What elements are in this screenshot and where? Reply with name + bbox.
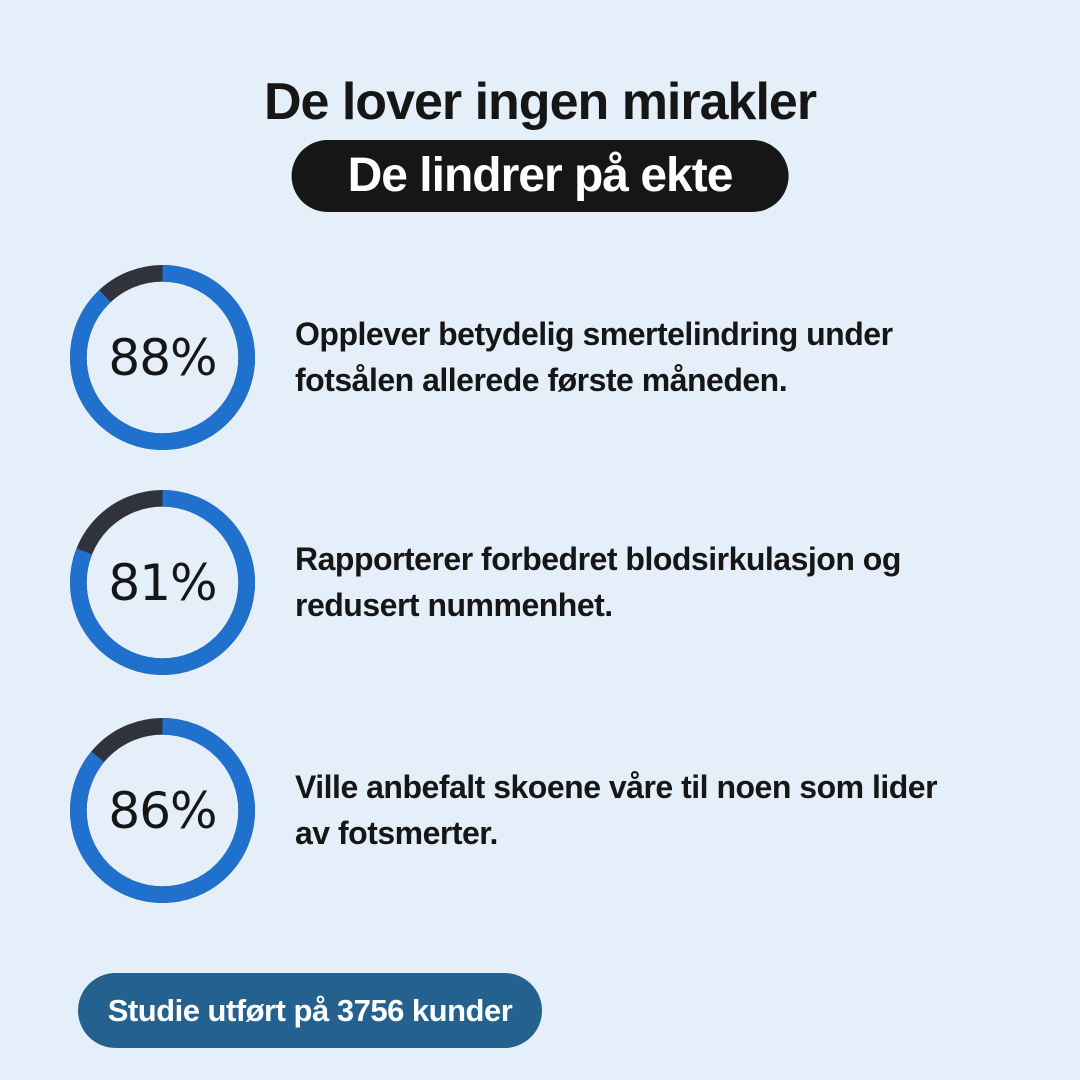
percent-label: 88% xyxy=(108,328,217,387)
stat-text-line: fotsålen allerede første måneden. xyxy=(295,361,788,398)
percent-label: 86% xyxy=(108,781,217,840)
progress-ring-svg xyxy=(70,490,255,675)
stat-text-line: av fotsmerter. xyxy=(295,814,498,851)
stat-row: 88% Opplever betydelig smertelindring un… xyxy=(70,265,893,450)
stat-text-line: Opplever betydelig smertelindring under xyxy=(295,316,893,353)
progress-ring-svg xyxy=(70,265,255,450)
progress-ring: 88% xyxy=(70,265,255,450)
stat-row: 81% Rapporterer forbedret blodsirkulasjo… xyxy=(70,490,901,675)
stat-text: Opplever betydelig smertelindring under … xyxy=(295,312,893,403)
progress-ring: 81% xyxy=(70,490,255,675)
stat-text: Ville anbefalt skoene våre til noen som … xyxy=(295,765,938,856)
page-title: De lover ingen mirakler xyxy=(263,73,817,131)
claim-badge: De lindrer på ekte xyxy=(291,140,789,212)
stat-text-line: redusert nummenhet. xyxy=(295,586,613,623)
percent-label: 81% xyxy=(108,553,217,612)
study-badge: Studie utført på 3756 kunder xyxy=(78,973,542,1048)
stat-text: Rapporterer forbedret blodsirkulasjon og… xyxy=(295,537,901,628)
progress-ring-svg xyxy=(70,718,255,903)
stat-text-line: Rapporterer forbedret blodsirkulasjon og xyxy=(295,541,901,578)
stat-text-line: Ville anbefalt skoene våre til noen som … xyxy=(295,769,938,806)
stat-row: 86% Ville anbefalt skoene våre til noen … xyxy=(70,718,938,903)
progress-ring: 86% xyxy=(70,718,255,903)
